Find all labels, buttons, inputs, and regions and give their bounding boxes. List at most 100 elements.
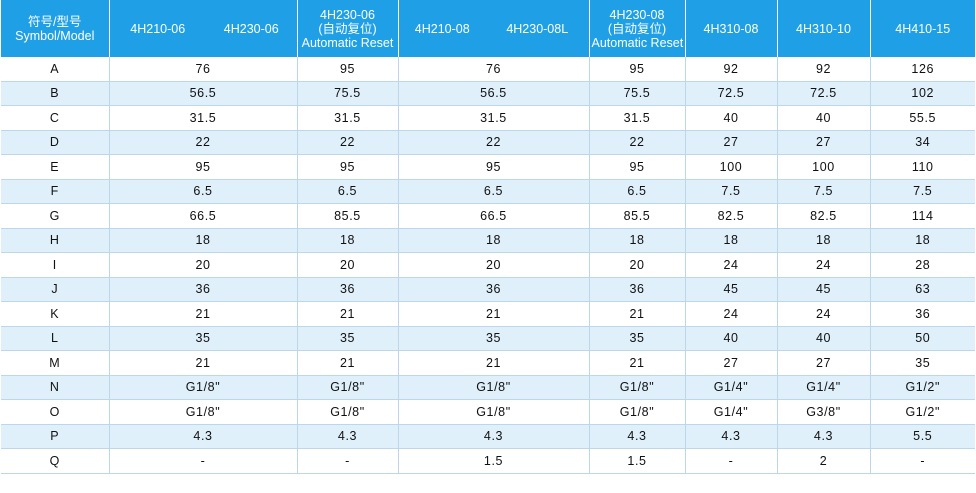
value-4h410-15: 18: [870, 228, 975, 253]
value-4h310-10: 92: [777, 57, 871, 82]
value-4h210-4h230-08: G1/8": [398, 375, 590, 400]
value-4h230-08-auto: 22: [589, 130, 686, 155]
symbol-cell: K: [1, 301, 110, 327]
value-4h410-15: 126: [870, 57, 975, 82]
value-4h210-4h230-08: 35: [398, 326, 590, 351]
value-4h230-06-auto: 35: [297, 326, 399, 351]
table-row: A 76 95 76 95 92 92 126: [1, 57, 975, 82]
value-4h210-4h230-06: G1/8": [109, 399, 298, 425]
value-4h310-08: 4.3: [685, 424, 778, 449]
value-4h230-06-auto: 21: [297, 350, 399, 376]
table-row: L 35 35 35 35 40 40 50: [1, 326, 975, 351]
symbol-cell: I: [1, 252, 110, 278]
value-4h410-15: 63: [870, 277, 975, 302]
value-4h210-4h230-06: 31.5: [109, 105, 298, 131]
value-4h410-15: 55.5: [870, 105, 975, 131]
value-4h310-10: 82.5: [777, 203, 871, 229]
value-4h310-08: 40: [685, 105, 778, 131]
symbol-cell: M: [1, 350, 110, 376]
value-4h230-06-auto: 18: [297, 228, 399, 253]
header-symbol-cn: 符号/型号: [28, 14, 82, 29]
symbol-cell: P: [1, 424, 110, 449]
value-4h210-4h230-06: 21: [109, 350, 298, 376]
value-4h210-4h230-06: G1/8": [109, 375, 298, 400]
value-4h210-4h230-08: 56.5: [398, 81, 590, 106]
header-model-note-cn: (自动复位): [318, 21, 377, 36]
header-row: 符号/型号 Symbol/Model 4H210-06 4H230-06 4H2…: [1, 0, 975, 57]
value-4h410-15: 34: [870, 130, 975, 155]
value-4h230-08-auto: G1/8": [589, 375, 686, 400]
value-4h230-08-auto: 95: [589, 154, 686, 180]
value-4h310-08: -: [685, 448, 778, 474]
value-4h410-15: 102: [870, 81, 975, 106]
value-4h230-08-auto: 36: [589, 277, 686, 302]
value-4h230-06-auto: 95: [297, 154, 399, 180]
value-4h310-10: 40: [777, 105, 871, 131]
table-row: P 4.3 4.3 4.3 4.3 4.3 4.3 5.5: [1, 424, 975, 449]
value-4h210-4h230-06: 4.3: [109, 424, 298, 449]
header-model-4h310-08: 4H310-08: [685, 0, 778, 57]
value-4h230-08-auto: 4.3: [589, 424, 686, 449]
value-4h210-4h230-06: 56.5: [109, 81, 298, 106]
value-4h210-4h230-06: -: [109, 448, 298, 474]
value-4h230-08-auto: 18: [589, 228, 686, 253]
value-4h310-08: G1/4": [685, 399, 778, 425]
table-row: G 66.5 85.5 66.5 85.5 82.5 82.5 114: [1, 203, 975, 229]
value-4h310-10: 24: [777, 252, 871, 278]
table-row: E 95 95 95 95 100 100 110: [1, 154, 975, 180]
symbol-cell: H: [1, 228, 110, 253]
value-4h310-10: G3/8": [777, 399, 871, 425]
value-4h210-4h230-08: 76: [398, 57, 590, 82]
value-4h210-4h230-06: 36: [109, 277, 298, 302]
value-4h230-08-auto: G1/8": [589, 399, 686, 425]
table-header: 符号/型号 Symbol/Model 4H210-06 4H230-06 4H2…: [1, 0, 975, 57]
value-4h230-08-auto: 31.5: [589, 105, 686, 131]
table-row: Q - -1.5 1.5-2-: [1, 448, 975, 474]
table-row: F 6.5 6.5 6.5 6.5 7.5 7.5 7.5: [1, 179, 975, 204]
symbol-cell: D: [1, 130, 110, 155]
header-model-4h230-06: 4H230-06: [206, 0, 298, 57]
value-4h310-10: 18: [777, 228, 871, 253]
table-row: H 18 18 18 18 18 18 18: [1, 228, 975, 253]
value-4h210-4h230-08: 95: [398, 154, 590, 180]
value-4h230-08-auto: 1.5: [589, 448, 686, 474]
value-4h230-08-auto: 21: [589, 301, 686, 327]
symbol-cell: G: [1, 203, 110, 229]
value-4h310-08: 24: [685, 301, 778, 327]
value-4h210-4h230-06: 6.5: [109, 179, 298, 204]
value-4h410-15: -: [870, 448, 975, 474]
table-row: B 56.5 75.5 56.5 75.5 72.5 72.5 102: [1, 81, 975, 106]
value-4h310-08: 72.5: [685, 81, 778, 106]
value-4h210-4h230-08: 31.5: [398, 105, 590, 131]
symbol-cell: B: [1, 81, 110, 106]
header-model-4h210-06: 4H210-06: [109, 0, 206, 57]
symbol-cell: N: [1, 375, 110, 400]
header-symbol-en: Symbol/Model: [15, 28, 95, 43]
symbol-cell: O: [1, 399, 110, 425]
table-row: M 21 21 21 21 27 27 35: [1, 350, 975, 376]
table-row: D 22 22 22 22 27 27 34: [1, 130, 975, 155]
value-4h410-15: 28: [870, 252, 975, 278]
value-4h210-4h230-08: 36: [398, 277, 590, 302]
value-4h410-15: G1/2": [870, 375, 975, 400]
symbol-cell: L: [1, 326, 110, 351]
value-4h310-08: 40: [685, 326, 778, 351]
value-4h230-06-auto: 22: [297, 130, 399, 155]
value-4h210-4h230-06: 35: [109, 326, 298, 351]
value-4h210-4h230-08: 6.5: [398, 179, 590, 204]
value-4h310-10: 45: [777, 277, 871, 302]
value-4h310-10: 40: [777, 326, 871, 351]
value-4h230-08-auto: 75.5: [589, 81, 686, 106]
value-4h410-15: 114: [870, 203, 975, 229]
value-4h230-06-auto: 6.5: [297, 179, 399, 204]
symbol-cell: F: [1, 179, 110, 204]
value-4h410-15: 50: [870, 326, 975, 351]
table-row: J 36 36 36 36 45 45 63: [1, 277, 975, 302]
value-4h210-4h230-06: 66.5: [109, 203, 298, 229]
value-4h230-08-auto: 6.5: [589, 179, 686, 204]
value-4h230-06-auto: 31.5: [297, 105, 399, 131]
value-4h230-06-auto: 75.5: [297, 81, 399, 106]
table-row: I 20 20 20 20 24 24 28: [1, 252, 975, 278]
value-4h210-4h230-08: G1/8": [398, 399, 590, 425]
spec-table: 符号/型号 Symbol/Model 4H210-06 4H230-06 4H2…: [1, 0, 975, 474]
